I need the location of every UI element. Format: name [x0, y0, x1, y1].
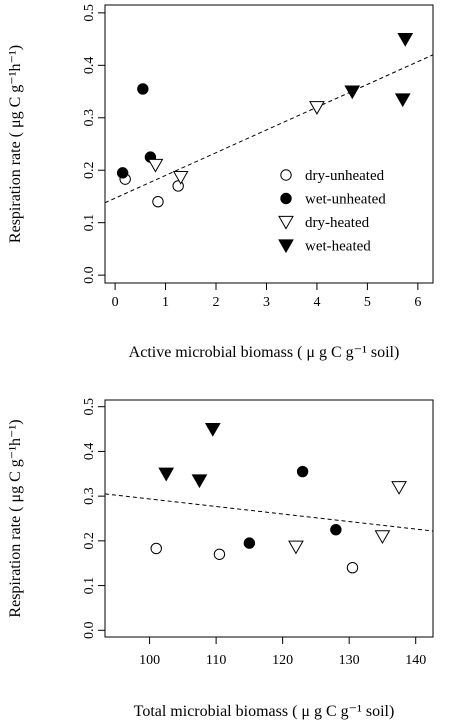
data-point-wet-unheated [137, 83, 149, 95]
data-point-dry-heated [374, 530, 391, 545]
y-tick-label: 0.5 [82, 398, 97, 416]
data-point-dry-unheated [152, 195, 164, 208]
x-tick-label: 4 [313, 295, 320, 310]
data-point-dry-unheated [213, 548, 226, 560]
legend-marker-wet-unheated [280, 192, 292, 205]
y-tick-label: 0.2 [82, 532, 97, 550]
x-tick-label: 130 [339, 653, 360, 668]
y-tick-label: 0.1 [82, 577, 97, 595]
data-point-dry-unheated [346, 561, 359, 574]
x-tick-label: 3 [263, 295, 270, 310]
data-point-dry-heated [288, 540, 304, 555]
y-tick-label: 0.2 [82, 161, 97, 179]
data-point-wet-heated [204, 422, 221, 437]
x-axis-title: Total microbial biomass ( μ g C g⁻¹ soil… [134, 703, 395, 720]
x-axis-title: Active microbial biomass ( μ g C g⁻¹ soi… [129, 344, 400, 361]
data-point-dry-heated [309, 101, 325, 115]
data-point-wet-unheated [243, 537, 256, 549]
x-tick-label: 6 [414, 295, 421, 310]
x-tick-label: 110 [206, 653, 226, 668]
legend-label-wet-heated: wet-heated [305, 239, 371, 255]
chart-panel-1: 0 1 2 3 4 5 6 0.0 0.1 0.2 0.3 0.4 0.5 Active microbia… [7, 4, 434, 361]
legend: dry-unheated wet-unheated dry-heated wet-he… [278, 168, 386, 255]
y-axis-title: Respiration rate ( μg C g⁻¹h⁻¹) [7, 419, 24, 617]
legend-marker-dry-heated [278, 215, 294, 230]
x-tick-label: 140 [405, 653, 426, 668]
y-axis-title: Respiration rate ( μg C g⁻¹h⁻¹) [7, 45, 24, 243]
data-point-dry-heated [391, 481, 407, 495]
x-tick-label: 1 [162, 295, 169, 310]
data-point-wet-unheated [116, 167, 129, 179]
x-tick-label: 120 [272, 653, 293, 668]
data-point-dry-heated [172, 170, 189, 185]
y-tick-label: 0.0 [82, 266, 97, 284]
plot-frame [104, 399, 434, 638]
data-point-wet-unheated [296, 465, 309, 478]
y-tick-label: 0.3 [82, 109, 97, 127]
trend-line [104, 54, 434, 204]
chart-panel-2: 100 110 120 130 140 0.0 0.1 0.2 0.3 0.4 0.5 Total m… [7, 398, 434, 720]
data-point-wet-heated [191, 474, 208, 489]
legend-marker-wet-heated [278, 239, 294, 254]
data-point-wet-unheated [330, 523, 342, 536]
data-point-wet-heated [344, 85, 361, 100]
x-tick-label: 2 [213, 295, 220, 310]
y-tick-label: 0.1 [82, 214, 97, 232]
data-point-wet-heated [397, 32, 414, 47]
data-point-dry-heated [147, 158, 164, 173]
y-tick-label: 0.0 [82, 622, 97, 640]
legend-label-dry-unheated: dry-unheated [305, 168, 385, 184]
data-point-dry-unheated [150, 542, 162, 555]
trend-line [104, 493, 434, 532]
y-tick-label: 0.5 [82, 4, 97, 22]
data-point-wet-heated [158, 467, 175, 482]
x-tick-label: 100 [139, 653, 160, 668]
x-tick-label: 5 [364, 295, 371, 310]
legend-marker-dry-unheated [280, 169, 292, 181]
plot-frame [104, 4, 434, 284]
legend-label-dry-heated: dry-heated [305, 215, 370, 231]
data-point-wet-heated [394, 93, 411, 108]
y-tick-label: 0.3 [82, 487, 97, 505]
legend-label-wet-unheated: wet-unheated [305, 192, 386, 208]
y-tick-label: 0.4 [82, 57, 97, 75]
x-tick-label: 0 [112, 295, 119, 310]
y-tick-label: 0.4 [82, 443, 97, 461]
